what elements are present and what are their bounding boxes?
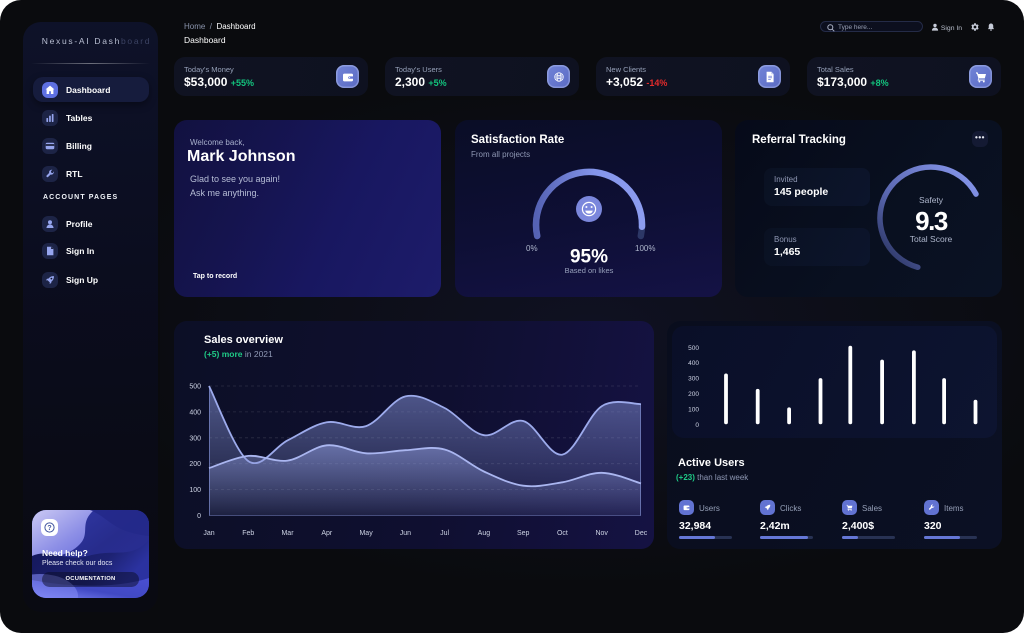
svg-text:300: 300: [688, 376, 699, 383]
svg-text:100%: 100%: [635, 244, 655, 253]
svg-text:Mar: Mar: [281, 530, 294, 537]
svg-text:Jan: Jan: [203, 530, 214, 537]
svg-text:Jun: Jun: [400, 530, 411, 537]
svg-text:Feb: Feb: [242, 530, 254, 537]
svg-text:0: 0: [197, 513, 201, 520]
svg-text:100: 100: [688, 406, 699, 413]
svg-text:Oct: Oct: [557, 530, 568, 537]
svg-text:500: 500: [189, 384, 201, 391]
svg-text:Safety: Safety: [919, 195, 944, 205]
svg-text:200: 200: [189, 461, 201, 468]
svg-text:Jul: Jul: [440, 530, 449, 537]
svg-text:May: May: [359, 530, 373, 537]
svg-text:500: 500: [688, 345, 699, 352]
svg-text:Sep: Sep: [517, 530, 530, 537]
svg-text:100: 100: [189, 487, 201, 494]
svg-text:300: 300: [189, 435, 201, 442]
svg-text:400: 400: [189, 409, 201, 416]
svg-text:Total Score: Total Score: [910, 234, 953, 244]
svg-text:0: 0: [695, 422, 699, 429]
svg-text:Apr: Apr: [321, 530, 333, 537]
svg-text:400: 400: [688, 360, 699, 367]
svg-text:200: 200: [688, 391, 699, 398]
svg-text:0%: 0%: [526, 244, 538, 253]
svg-text:?: ?: [47, 525, 51, 532]
svg-text:Dec: Dec: [635, 530, 648, 537]
svg-text:Aug: Aug: [478, 530, 491, 537]
svg-text:Nov: Nov: [595, 530, 608, 537]
svg-text:95%: 95%: [570, 247, 608, 268]
svg-text:Based on likes: Based on likes: [565, 266, 614, 275]
svg-text:9.3: 9.3: [915, 206, 948, 236]
